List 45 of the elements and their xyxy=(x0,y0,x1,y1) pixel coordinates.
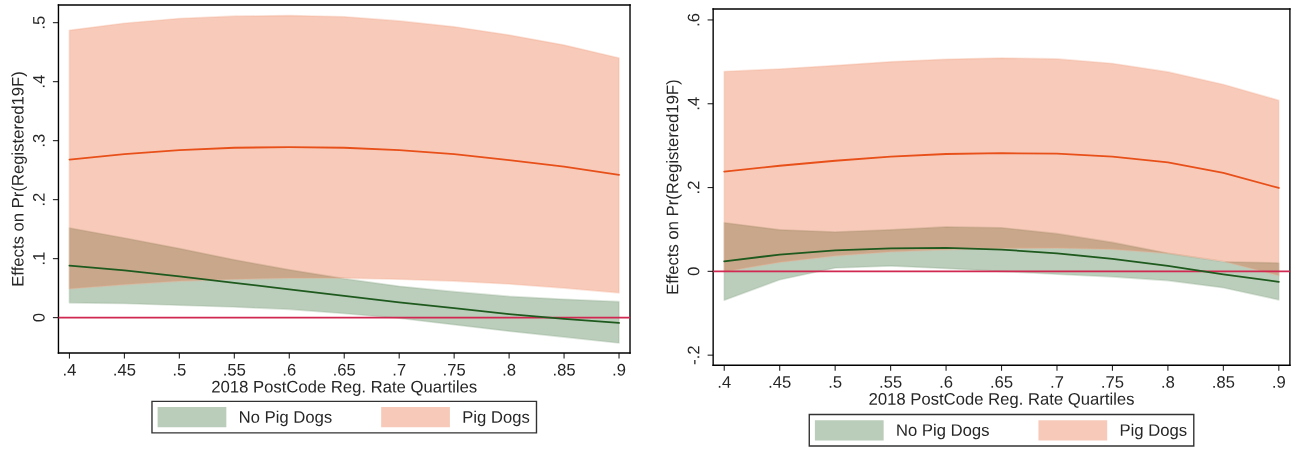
x-tick-label: .75 xyxy=(444,364,466,376)
x-tick-label: .85 xyxy=(554,363,575,376)
y-tick-label: .3 xyxy=(32,134,45,147)
y-tick-label: .2 xyxy=(687,181,700,193)
legend-label: Pig Dogs xyxy=(1120,423,1187,440)
y-tick-label: .2 xyxy=(32,193,45,206)
line-series xyxy=(723,246,1280,283)
x-tick-label: .4 xyxy=(718,376,731,388)
x-tick-label: .55 xyxy=(880,376,902,388)
x-tick-label: .7 xyxy=(1051,376,1064,388)
x-tick-label: .5 xyxy=(829,376,842,388)
x-tick-label: .45 xyxy=(769,376,791,388)
x-tick-label: .8 xyxy=(1162,376,1175,388)
y-tick-label: .4 xyxy=(33,75,45,88)
x-tick-label: .9 xyxy=(1273,376,1285,388)
x-tick-label: .55 xyxy=(224,364,246,376)
x-axis-title: 2018 PostCode Reg. Rate Quartiles xyxy=(869,392,1134,409)
x-tick-label: .5 xyxy=(173,364,186,376)
legend-label: No Pig Dogs xyxy=(240,410,332,427)
line-series xyxy=(68,146,620,176)
x-tick-label: .6 xyxy=(283,363,296,376)
x-tick-label: .6 xyxy=(940,376,953,388)
y-tick-label: 0 xyxy=(687,267,700,276)
y-tick-label: .1 xyxy=(33,252,45,265)
y-axis-title: Effects on Pr(Registered19F) xyxy=(666,80,682,294)
y-tick-label: .4 xyxy=(687,97,700,110)
x-tick-label: .75 xyxy=(1102,376,1124,388)
y-axis-title: Effects on Pr(Registered19F) xyxy=(11,72,27,286)
x-tick-label: .7 xyxy=(393,364,406,376)
y-tick-label: 0 xyxy=(32,313,45,322)
legend-label: Pig Dogs xyxy=(463,410,530,427)
line-series xyxy=(68,264,620,324)
y-tick-label: -.2 xyxy=(687,346,700,365)
x-tick-label: .4 xyxy=(64,364,76,376)
line-series xyxy=(723,152,1280,189)
x-tick-label: .45 xyxy=(114,364,136,376)
x-tick-label: .8 xyxy=(503,363,516,376)
x-tick-label: .85 xyxy=(1213,376,1235,388)
legend-label: No Pig Dogs xyxy=(897,423,989,440)
y-tick-label: .6 xyxy=(687,13,700,26)
x-tick-label: .65 xyxy=(991,376,1013,388)
y-tick-label: .5 xyxy=(33,16,45,29)
x-axis-title: 2018 PostCode Reg. Rate Quartiles xyxy=(212,380,477,396)
x-tick-label: .9 xyxy=(613,363,626,376)
x-tick-label: .65 xyxy=(334,363,356,376)
